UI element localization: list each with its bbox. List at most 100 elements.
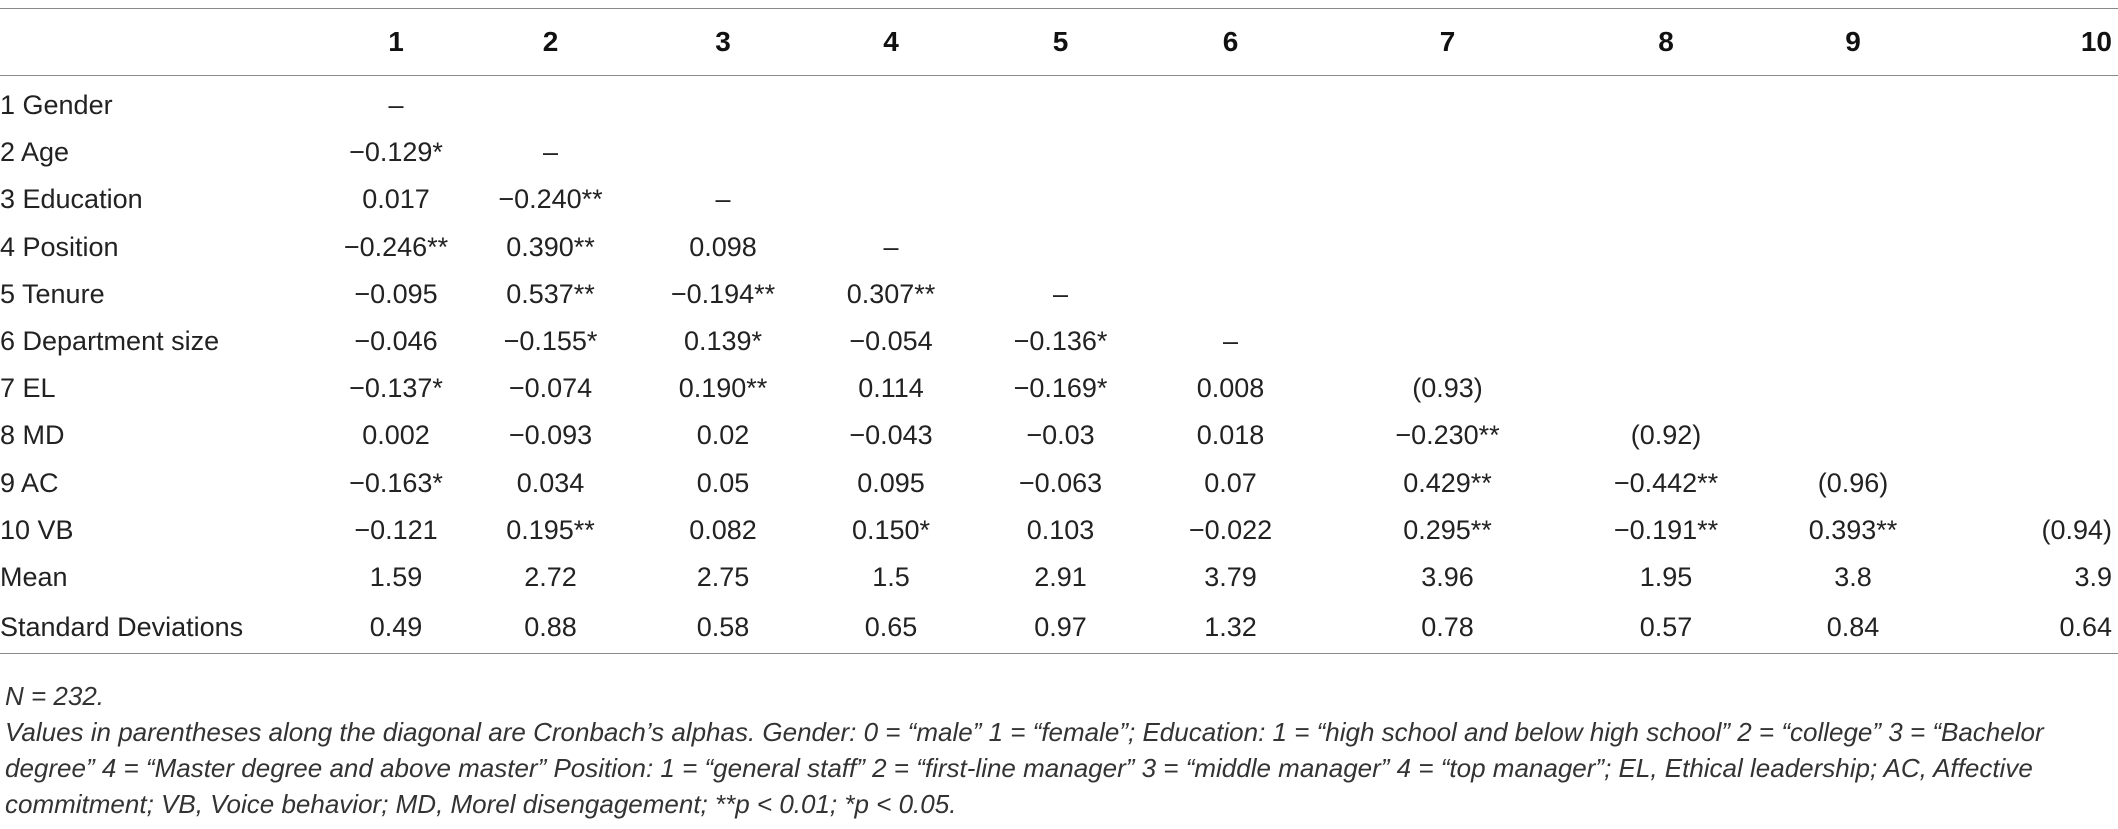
table-cell xyxy=(975,76,1146,130)
table-cell: 0.58 xyxy=(696,611,750,642)
table-cell: – xyxy=(388,90,404,121)
row-label: Mean xyxy=(0,561,68,592)
table-cell: 0.139* xyxy=(683,326,763,357)
table-cell: −0.163* xyxy=(349,467,443,498)
header-cell-6: 6 xyxy=(1222,26,1239,57)
header-row: 1 2 3 4 5 6 7 8 9 10 xyxy=(0,8,2118,76)
table-cell xyxy=(807,176,975,223)
table-cell: −0.240** xyxy=(498,184,603,215)
table-cell xyxy=(975,129,1146,176)
table-cell xyxy=(1954,460,2118,507)
table-cell: −0.194** xyxy=(670,278,776,309)
table-cell: 0.295** xyxy=(1403,514,1492,545)
table-cell: (0.92) xyxy=(1630,420,1702,451)
table-cell xyxy=(1752,412,1954,459)
table-cell: – xyxy=(1052,278,1069,309)
table-cell: (0.93) xyxy=(1412,373,1483,404)
header-cell-variable xyxy=(0,9,330,76)
table-cell: −0.046 xyxy=(354,326,438,357)
table-cell: 0.190** xyxy=(678,373,768,404)
table-cell: 0.88 xyxy=(524,611,577,642)
header-cell-8: 8 xyxy=(1658,26,1674,57)
row-label: 6 Department size xyxy=(0,326,220,357)
header-cell-5: 5 xyxy=(1052,26,1069,57)
table-row: Mean 1.59 2.72 2.75 1.5 2.91 3.79 3.96 1.95 3.8 3.… xyxy=(0,554,2118,601)
row-label: 7 EL xyxy=(0,373,56,404)
table-cell xyxy=(975,176,1146,223)
table-cell: 0.65 xyxy=(864,611,918,642)
header-cell-7: 7 xyxy=(1439,26,1456,57)
table-cell: 1.32 xyxy=(1204,611,1257,642)
table-cell: 0.07 xyxy=(1204,467,1257,498)
table-cell: 0.307** xyxy=(846,278,936,309)
table-row: 9 AC −0.163* 0.034 0.05 0.095 −0.063 0.07 0.429… xyxy=(0,460,2118,507)
table-cell: −0.155* xyxy=(503,326,598,357)
header-cell-9: 9 xyxy=(1845,26,1861,57)
table-cell xyxy=(807,129,975,176)
table-cell xyxy=(1315,271,1580,318)
header-cell-1: 1 xyxy=(388,26,404,57)
header-cell-2: 2 xyxy=(542,26,559,57)
table-body: 1 Gender – 2 Age −0.129* – 3 Education 0.017 −0… xyxy=(0,76,2118,654)
table-cell xyxy=(1752,224,1954,271)
sample-size-note: N = 232. xyxy=(5,681,105,711)
table-footnotes: N = 232. Values in parentheses along the… xyxy=(5,678,2113,822)
table-cell: −0.230** xyxy=(1395,420,1500,451)
table-cell: 0.017 xyxy=(362,184,430,215)
table-cell: −0.093 xyxy=(508,420,593,451)
table-cell xyxy=(1580,365,1752,412)
table-cell xyxy=(1752,129,1954,176)
table-cell xyxy=(1580,176,1752,223)
table-cell xyxy=(1752,318,1954,365)
table-cell: 0.78 xyxy=(1421,611,1474,642)
row-label: 5 Tenure xyxy=(0,278,105,309)
table-row: 1 Gender – xyxy=(0,76,2118,130)
table-cell xyxy=(462,76,639,130)
table-row: 7 EL −0.137* −0.074 0.190** 0.114 −0.169* 0.00… xyxy=(0,365,2118,412)
row-label: 1 Gender xyxy=(0,90,113,121)
table-cell: −0.063 xyxy=(1018,467,1103,498)
table-cell xyxy=(1954,76,2118,130)
table-cell xyxy=(1146,176,1315,223)
table-cell: 0.49 xyxy=(369,611,423,642)
table-row: 5 Tenure −0.095 0.537** −0.194** 0.307** – xyxy=(0,271,2118,318)
table-cell: (0.96) xyxy=(1817,467,1889,498)
table-cell xyxy=(1954,318,2118,365)
table-cell: −0.129* xyxy=(349,137,443,168)
table-cell: 0.64 xyxy=(2059,611,2112,642)
table-cell: – xyxy=(883,231,899,262)
table-cell: 2.72 xyxy=(524,561,577,592)
table-cell xyxy=(1752,271,1954,318)
table-cell: 0.018 xyxy=(1196,420,1265,451)
table-cell: −0.054 xyxy=(849,326,933,357)
row-label: 3 Education xyxy=(0,184,143,215)
table-cell xyxy=(1580,129,1752,176)
table-row: 10 VB −0.121 0.195** 0.082 0.150* 0.103 −0.022… xyxy=(0,507,2118,554)
table-cell: (0.94) xyxy=(2041,514,2112,545)
table-cell: 0.02 xyxy=(696,420,750,451)
table-cell xyxy=(1146,76,1315,130)
table-cell: 0.114 xyxy=(858,373,924,404)
row-label: 10 VB xyxy=(0,514,74,545)
table-cell xyxy=(639,129,807,176)
table-cell: 0.390** xyxy=(506,231,595,262)
table-cell: −0.246** xyxy=(343,231,449,262)
table-cell: 0.008 xyxy=(1196,373,1265,404)
table-cell: 0.082 xyxy=(689,514,757,545)
table-cell xyxy=(1315,176,1580,223)
table-cell: −0.043 xyxy=(849,420,933,451)
table-cell xyxy=(1146,271,1315,318)
row-label: Standard Deviations xyxy=(0,611,244,642)
table-cell xyxy=(1954,271,2118,318)
table-cell xyxy=(1315,129,1580,176)
table-cell: −0.121 xyxy=(354,514,438,545)
table-cell xyxy=(1752,176,1954,223)
table-cell: 0.034 xyxy=(516,467,585,498)
table-cell: 0.103 xyxy=(1026,514,1095,545)
table-cell: – xyxy=(542,137,559,168)
table-cell xyxy=(1580,271,1752,318)
table-cell: −0.074 xyxy=(508,373,593,404)
table-cell: 0.002 xyxy=(362,420,430,451)
table-cell: −0.095 xyxy=(354,278,438,309)
